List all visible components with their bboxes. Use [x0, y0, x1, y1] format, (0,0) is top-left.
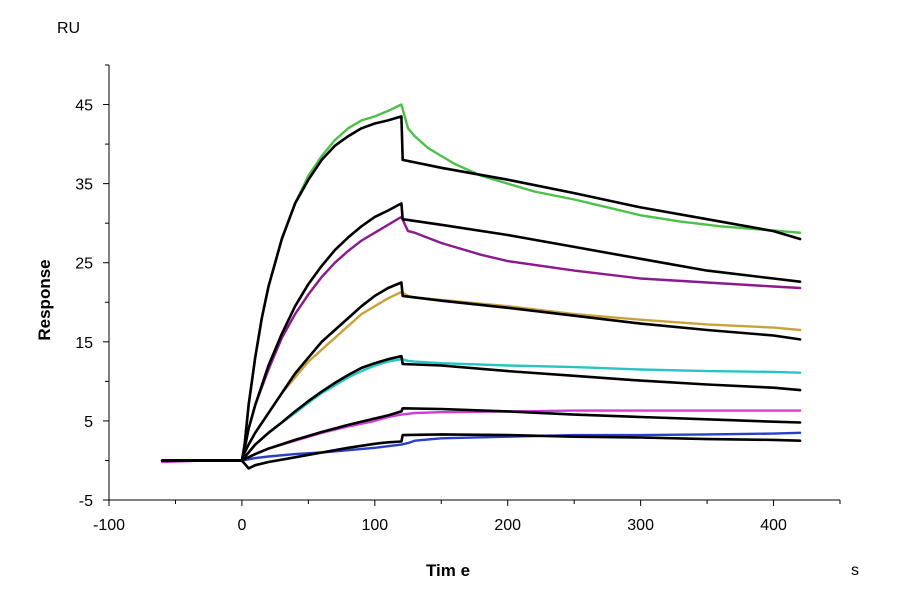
x-tick-label: 200: [494, 517, 521, 534]
x-ticks: -100 0 100 200 300 400: [93, 500, 841, 534]
fit-curve-7: [160, 202, 802, 462]
y-tick-label: 35: [75, 177, 93, 194]
y-tick-label: 25: [75, 256, 93, 273]
fit-curve-11: [160, 433, 802, 470]
fit-curve-8: [160, 281, 802, 462]
y-tick-label: 5: [84, 414, 93, 431]
y-ticks: -5 5 15 25 35 45: [75, 64, 109, 510]
fit-curve-10: [160, 407, 802, 462]
x-tick-label: 300: [627, 517, 654, 534]
axes: -100 0 100 200 300 400 -5 5 15 25 35 45: [75, 64, 841, 534]
y-tick-label: 45: [75, 98, 93, 115]
y-tick-label: -5: [79, 493, 93, 510]
y-tick-label: 15: [75, 335, 93, 352]
x-tick-label: 0: [237, 517, 246, 534]
x-tick-label: 400: [760, 517, 787, 534]
series-layer: [160, 103, 802, 470]
measured-curve-5: [161, 431, 802, 462]
x-unit-label: s: [851, 562, 859, 579]
y-axis-title: Response: [35, 259, 54, 340]
y-unit-label: RU: [57, 20, 80, 37]
fit-curve-9: [160, 354, 802, 462]
x-axis-title: Tim e: [426, 561, 470, 580]
fit-curve-6: [160, 115, 802, 462]
x-tick-label: 100: [361, 517, 388, 534]
x-tick-label: -100: [93, 517, 125, 534]
